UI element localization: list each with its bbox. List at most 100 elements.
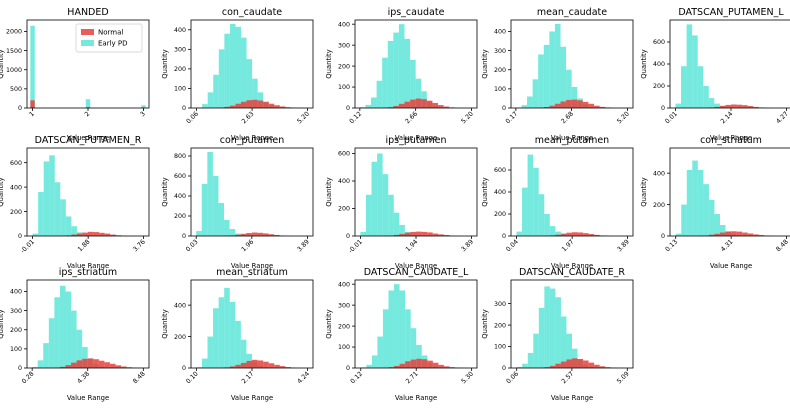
- y-tick-label: 200: [653, 202, 665, 209]
- bar-normal-9: [246, 100, 253, 108]
- y-tick-label: 200: [494, 211, 506, 218]
- bar-normal-9: [82, 232, 88, 236]
- bar-early-pd-7: [235, 26, 242, 109]
- bar-normal-9: [725, 231, 732, 236]
- bar-normal-5: [387, 107, 394, 108]
- y-tick-label: 400: [653, 61, 665, 68]
- bar-normal-8: [240, 362, 247, 368]
- bar-normal-6: [65, 365, 72, 368]
- bar-normal-14: [438, 364, 444, 368]
- x-axis-label: Value Range: [67, 394, 109, 402]
- panel-title: DATSCAN_CAUDATE_L: [364, 267, 469, 278]
- x-tick-label: 8.48: [775, 238, 790, 253]
- bar-early-pd-1: [681, 204, 687, 236]
- bar-early-pd-1: [366, 364, 372, 368]
- y-tick-label: 0: [18, 105, 22, 112]
- y-axis-label: Quantity: [325, 309, 333, 338]
- y-tick-label: 200: [338, 323, 350, 330]
- bar-normal-6: [229, 366, 236, 368]
- bar-early-pd-5: [59, 285, 66, 368]
- bar-early-pd-3: [533, 167, 539, 236]
- bar-early-pd-1: [38, 192, 44, 236]
- bar-normal-7: [235, 364, 241, 368]
- x-tick-label: 0.17: [504, 110, 519, 125]
- x-axis-label: Value Range: [231, 262, 273, 270]
- bar-early-pd-2: [371, 161, 378, 236]
- bar-normal-15: [443, 106, 450, 108]
- bar-normal-15: [279, 366, 286, 368]
- bar-early-pd-4: [697, 170, 704, 236]
- bar-normal-11: [257, 232, 263, 236]
- bar-early-pd-4: [218, 49, 225, 108]
- bar-early-pd-1: [201, 184, 208, 236]
- y-tick-label: 100: [174, 86, 186, 93]
- y-tick-label: 200: [10, 209, 22, 216]
- bar-normal-7: [399, 363, 406, 368]
- bar-early-pd-4: [697, 66, 704, 108]
- bar-early-pd-2: [527, 96, 533, 108]
- bar-early-pd-6: [549, 31, 555, 109]
- bar-normal-11: [257, 100, 264, 108]
- bar-normal-14: [594, 364, 600, 368]
- bar-normal-6: [394, 365, 400, 368]
- bar-early-pd-0: [516, 366, 523, 368]
- bar-early-pd-2: [527, 154, 534, 236]
- y-tick-label: 400: [174, 193, 186, 200]
- bar-normal-8: [240, 233, 247, 236]
- bar-normal-8: [76, 233, 83, 236]
- bar-normal-0: [30, 100, 35, 108]
- x-tick-label: 2.57: [560, 370, 575, 385]
- y-tick-label: 0: [661, 233, 665, 240]
- y-tick-label: 200: [653, 83, 665, 90]
- y-tick-label: 100: [10, 346, 22, 353]
- bar-normal-15: [443, 235, 450, 236]
- bar-early-pd-1: [681, 66, 687, 108]
- y-axis-label: Quantity: [161, 177, 169, 206]
- y-axis-label: Quantity: [0, 177, 5, 206]
- bar-early-pd-8: [405, 309, 411, 368]
- bar-early-pd-2: [207, 152, 213, 236]
- bar-normal-15: [279, 106, 286, 108]
- bar-normal-12: [427, 232, 433, 236]
- x-axis-label: Value Range: [710, 134, 752, 142]
- bar-normal-8: [404, 232, 411, 236]
- bar-early-pd-7: [71, 310, 77, 368]
- x-tick-label: 0.06: [185, 110, 200, 125]
- bar-early-pd-5: [703, 184, 709, 236]
- panel-title: con_caudate: [222, 7, 282, 18]
- x-tick-label: 0.12: [348, 110, 363, 125]
- bar-early-pd-2: [371, 97, 377, 108]
- bar-normal-11: [257, 360, 264, 368]
- bar-early-pd-0: [32, 233, 39, 236]
- y-axis-label: Quantity: [640, 177, 648, 206]
- bar-normal-11: [421, 359, 428, 368]
- axes-frame: [510, 19, 634, 109]
- y-tick-label: 0: [502, 233, 506, 240]
- bar-normal-12: [427, 360, 433, 368]
- bar-early-pd-6: [393, 32, 399, 108]
- bar-early-pd-0: [196, 231, 202, 236]
- bar-early-pd-10: [252, 78, 258, 108]
- bar-early-pd-4: [538, 194, 545, 236]
- bar-normal-13: [432, 233, 439, 236]
- bar-early-pd-5: [224, 220, 230, 236]
- x-tick-label: 0.04: [505, 238, 520, 253]
- x-tick-label: 1.88: [77, 238, 92, 253]
- bar-normal-13: [432, 102, 438, 108]
- x-tick-label: 5.20: [296, 110, 311, 125]
- y-tick-label: 300: [494, 48, 506, 55]
- bar-normal-10: [87, 358, 94, 368]
- panel-title: ips_caudate: [388, 7, 445, 18]
- y-tick-label: 200: [338, 63, 350, 70]
- x-tick-label: -0.01: [347, 238, 363, 254]
- bar-normal-13: [588, 103, 594, 108]
- histogram-panel-4: 0 200 400 600 0.01 2.14 4.27 DATSCAN_PUTAMEN_L V…: [640, 7, 790, 142]
- y-tick-label: 400: [494, 189, 506, 196]
- bar-normal-16: [449, 367, 456, 368]
- x-tick-label: 0.28: [21, 370, 36, 385]
- bar-early-pd-0: [675, 233, 682, 236]
- x-axis-label: Value Range: [551, 134, 593, 142]
- x-tick-label: 2.71: [405, 370, 420, 385]
- bar-early-pd-3: [533, 333, 539, 368]
- bar-early-pd-6: [549, 288, 556, 368]
